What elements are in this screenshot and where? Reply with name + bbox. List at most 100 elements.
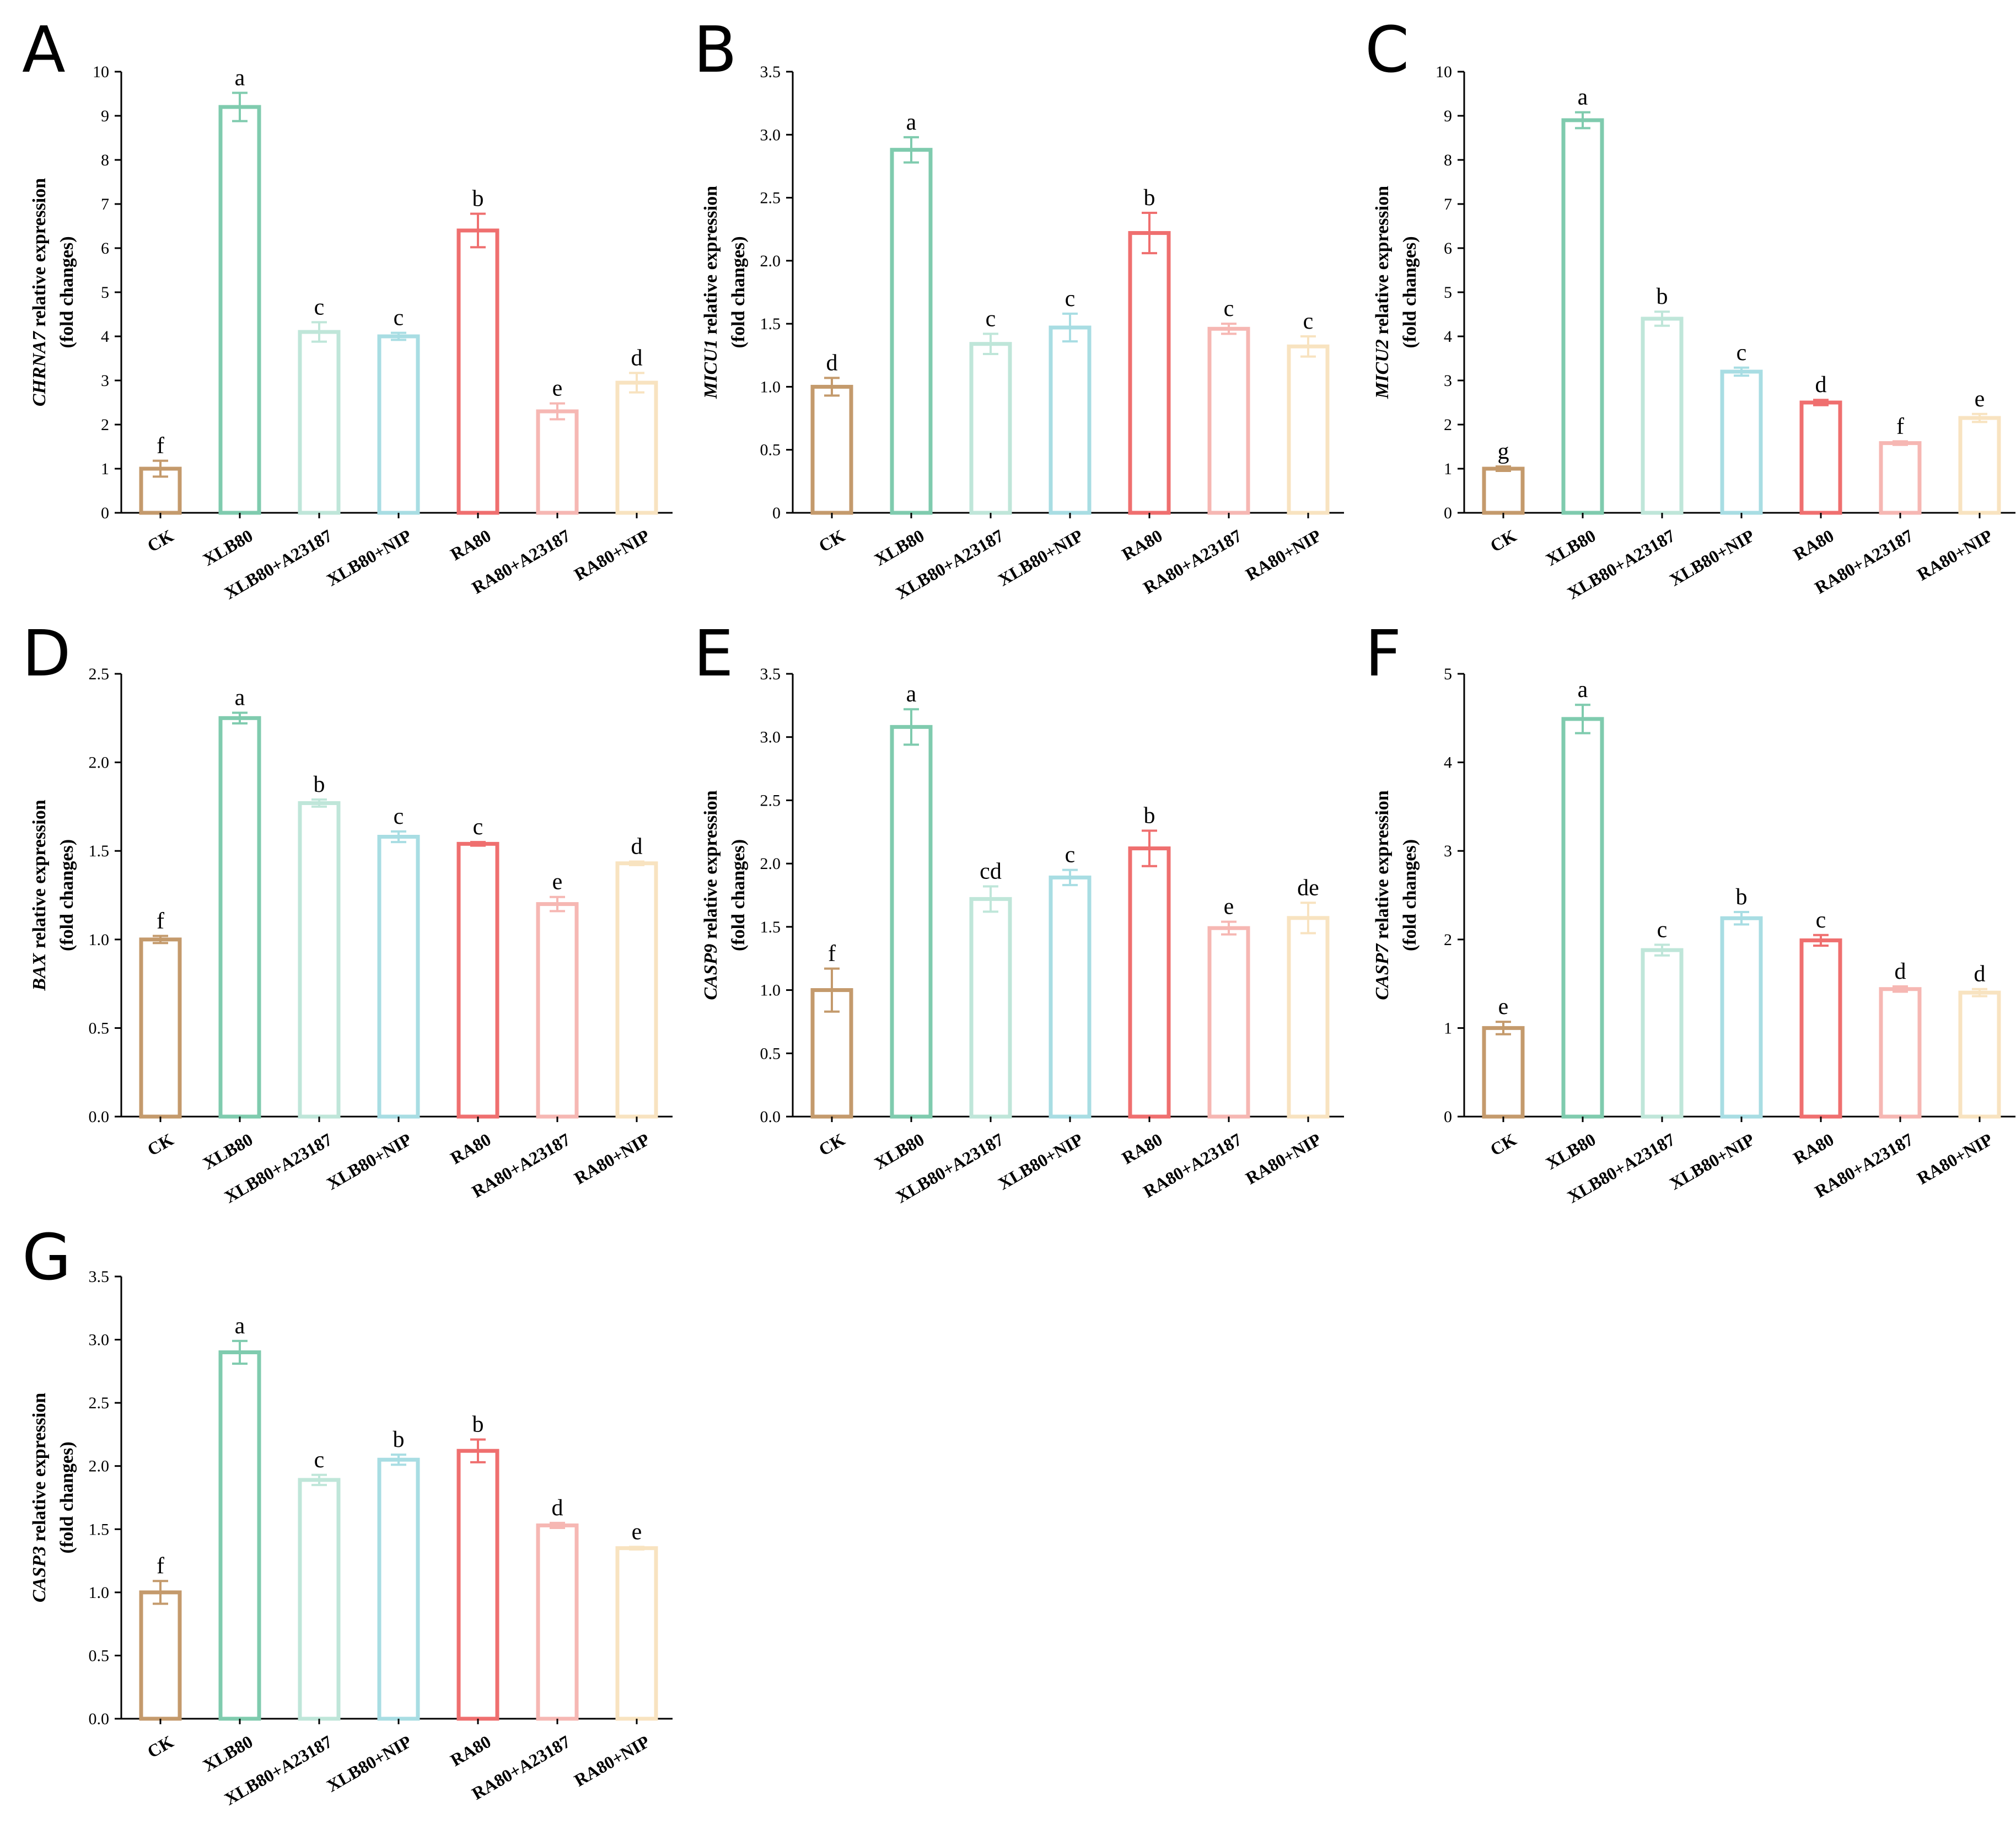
significance-label: c (473, 814, 483, 840)
bar-XLB80+A23187 (298, 801, 341, 1119)
x-tick-label: RA80 (1790, 1129, 1837, 1168)
x-tick-label: RA80+NIP (571, 1731, 653, 1790)
bar-XLB80 (218, 1350, 261, 1721)
significance-label: b (1144, 803, 1155, 828)
y-tick-label: 3 (101, 372, 109, 390)
y-axis-label-units: (fold changes) (728, 839, 749, 951)
significance-label: d (826, 350, 838, 376)
y-axis-label: CASP3 relative expression (29, 1393, 50, 1602)
y-tick-label: 7 (1444, 195, 1452, 213)
significance-label: c (1065, 843, 1076, 868)
y-axis-label-text: relative expression (29, 800, 50, 953)
x-tick-label: RA80+NIP (1913, 1129, 1996, 1188)
gene-name: MICU1 (701, 339, 721, 399)
bar-CK (139, 1590, 182, 1721)
significance-label: e (552, 376, 563, 401)
gene-name: CHRNA7 (29, 330, 50, 406)
x-tick-label: XLB80+NIP (994, 1129, 1086, 1194)
bar-XLB80+NIP (377, 835, 420, 1119)
bar-RA80+A23187 (536, 409, 579, 515)
y-tick-label: 9 (1444, 107, 1452, 125)
significance-label: a (1578, 85, 1588, 110)
bar-XLB80+A23187 (1641, 948, 1684, 1119)
y-axis-label-units: (fold changes) (57, 1441, 77, 1553)
x-tick-label: CK (815, 1129, 848, 1160)
bar-CK (1482, 466, 1525, 515)
x-tick-label: CK (144, 525, 177, 556)
significance-label: de (1297, 875, 1319, 900)
y-tick-label: 6 (1444, 239, 1452, 258)
x-tick-label: RA80+NIP (571, 1129, 653, 1188)
y-tick-label: 2.0 (89, 1457, 110, 1476)
significance-label: d (1895, 959, 1906, 984)
y-tick-label: 5 (1444, 283, 1452, 302)
gene-name: CASP9 (701, 944, 721, 1000)
significance-label: f (157, 908, 164, 934)
bar-XLB80+NIP (1049, 325, 1092, 515)
bar-RA80+NIP (615, 1546, 658, 1721)
significance-label: c (314, 294, 325, 320)
y-tick-label: 0 (101, 504, 109, 522)
significance-label: b (1657, 284, 1668, 309)
bar-XLB80+A23187 (298, 330, 341, 515)
significance-label: d (552, 1495, 563, 1521)
y-tick-label: 1 (1444, 1019, 1452, 1037)
y-tick-label: 3.5 (760, 665, 781, 683)
y-tick-label: 0 (1444, 1108, 1452, 1126)
significance-label: a (906, 110, 917, 135)
bar-RA80+NIP (1287, 916, 1330, 1119)
x-tick-label: RA80+NIP (1913, 525, 1996, 584)
significance-label: d (631, 345, 643, 371)
bar-XLB80+NIP (1720, 916, 1763, 1119)
y-axis-label-units: (fold changes) (1400, 236, 1420, 348)
y-axis-label: CASP7 relative expression (1372, 790, 1393, 1000)
y-tick-label: 1.5 (89, 842, 110, 860)
bar-XLB80+A23187 (969, 342, 1012, 515)
y-tick-label: 1.5 (760, 918, 781, 936)
significance-label: cd (980, 859, 1002, 884)
y-axis-label-text: relative expression (1372, 790, 1393, 943)
bar-XLB80+NIP (377, 334, 420, 515)
y-axis-label: MICU2 relative expression (1372, 186, 1393, 399)
bar-CK (139, 937, 182, 1119)
y-tick-label: 1.0 (89, 1584, 110, 1602)
bar-RA80+A23187 (1207, 326, 1250, 515)
y-axis-label-text: relative expression (29, 1393, 50, 1546)
significance-label: c (1303, 309, 1314, 334)
gene-name: BAX (29, 952, 50, 991)
y-tick-label: 3.0 (760, 126, 781, 144)
y-tick-label: 2 (1444, 416, 1452, 434)
y-axis-label: BAX relative expression (29, 800, 50, 991)
y-tick-label: 2.0 (89, 754, 110, 772)
significance-label: b (314, 772, 325, 797)
x-tick-label: CK (144, 1731, 177, 1762)
y-axis-label-units: (fold changes) (57, 236, 77, 348)
y-tick-label: 4 (101, 328, 109, 346)
y-tick-label: 0.0 (760, 1108, 781, 1126)
y-tick-label: 3.5 (89, 1268, 110, 1286)
y-tick-label: 0.5 (760, 441, 781, 459)
significance-label: d (1974, 962, 1986, 987)
x-tick-label: RA80 (1119, 525, 1166, 564)
significance-label: g (1498, 439, 1509, 464)
significance-label: c (394, 804, 404, 829)
y-tick-label: 1.0 (760, 981, 781, 1000)
y-tick-label: 6 (101, 239, 109, 258)
panel-letter-D: D (22, 617, 71, 691)
bar-RA80+A23187 (536, 902, 579, 1119)
significance-label: e (552, 870, 563, 895)
y-tick-label: 2.0 (760, 855, 781, 873)
bar-CK (139, 466, 182, 515)
bar-RA80+A23187 (1879, 987, 1922, 1119)
bar-RA80+A23187 (1207, 926, 1250, 1119)
bar-XLB80+A23187 (969, 897, 1012, 1119)
x-tick-label: XLB80 (1542, 1129, 1599, 1173)
bar-XLB80+NIP (1049, 875, 1092, 1119)
bar-RA80 (456, 841, 499, 1119)
x-tick-label: XLB80 (200, 1731, 256, 1776)
significance-label: c (394, 305, 404, 331)
y-tick-label: 10 (93, 63, 109, 81)
y-tick-label: 0.0 (89, 1710, 110, 1728)
y-tick-label: 4 (1444, 328, 1452, 346)
panel-B: B 0 0.5 1.0 1.5 2.0 2.5 3.0 3.5 MICU1 relative ex… (693, 13, 1344, 603)
